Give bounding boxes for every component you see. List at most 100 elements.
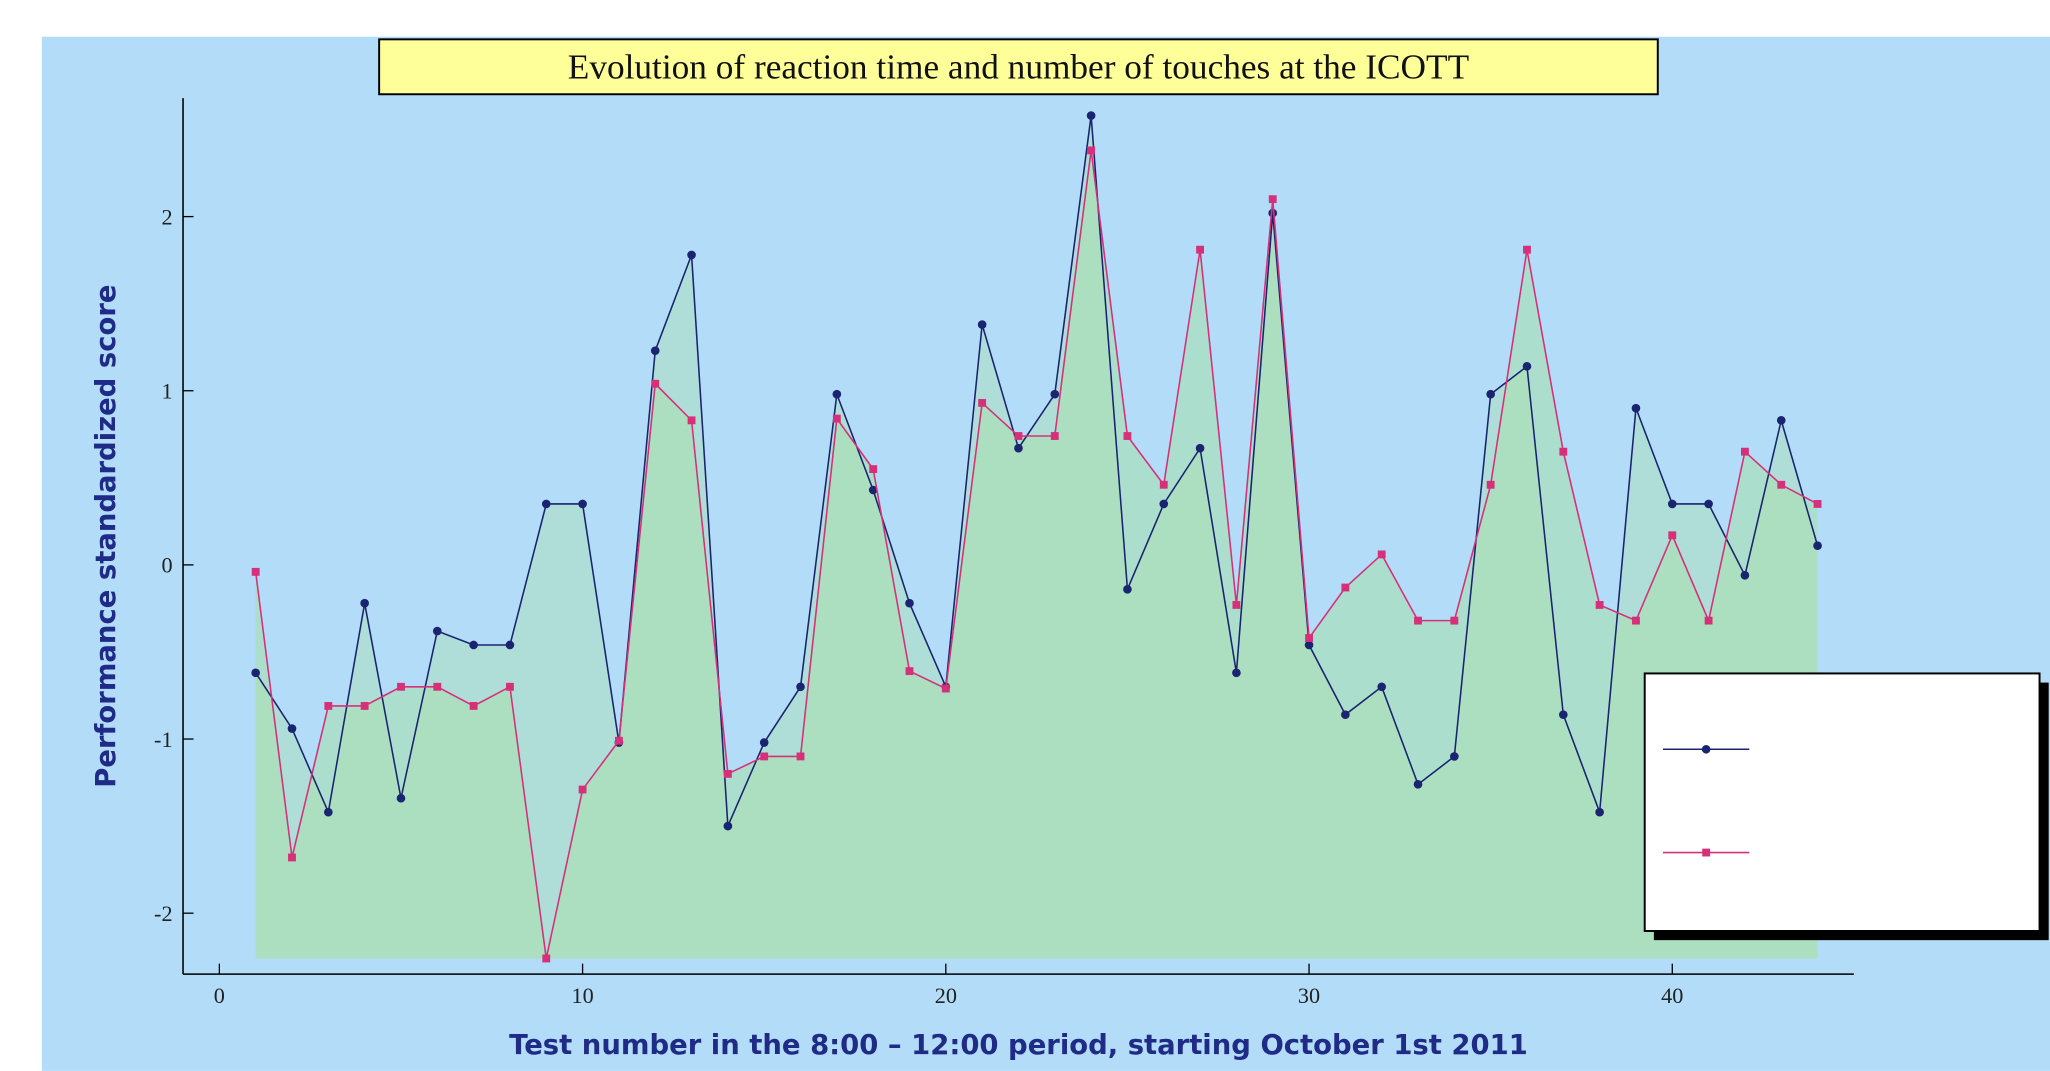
data-point	[1414, 616, 1422, 625]
y-tick-label: -1	[154, 727, 173, 752]
data-point	[1740, 571, 1750, 580]
data-point	[977, 320, 987, 329]
data-point	[1014, 432, 1023, 440]
data-point	[1813, 500, 1822, 508]
data-point	[578, 499, 587, 509]
data-point	[1341, 583, 1350, 592]
data-point	[1123, 432, 1132, 440]
data-point	[1159, 499, 1169, 509]
data-point	[1086, 111, 1096, 120]
data-point	[1595, 601, 1604, 609]
data-point	[505, 640, 515, 650]
data-point	[1087, 146, 1096, 155]
data-point	[541, 499, 551, 509]
data-point	[1050, 432, 1059, 440]
data-point	[1704, 499, 1713, 509]
data-point	[869, 465, 878, 474]
data-point	[1813, 541, 1822, 551]
data-point	[1486, 389, 1495, 399]
data-point	[1777, 480, 1786, 489]
data-point	[978, 399, 987, 407]
title-box	[378, 38, 1659, 96]
data-point	[1014, 443, 1023, 453]
x-tick-label: 0	[214, 983, 225, 1008]
data-point	[1668, 531, 1677, 540]
legend-box	[1643, 672, 2041, 932]
data-point	[687, 250, 696, 260]
data-point	[796, 752, 805, 761]
data-point	[832, 414, 841, 423]
data-point	[1159, 480, 1168, 489]
data-point	[941, 684, 950, 693]
data-point	[650, 346, 660, 356]
data-point	[1559, 447, 1568, 456]
data-point	[687, 416, 696, 425]
data-point	[469, 640, 478, 650]
series-line	[254, 150, 1818, 959]
data-point	[360, 702, 369, 710]
x-tick-label: 30	[1298, 983, 1320, 1008]
data-point	[1486, 480, 1495, 489]
data-point	[1123, 584, 1132, 594]
data-point	[324, 807, 333, 817]
data-point	[1195, 443, 1205, 453]
data-point	[506, 682, 514, 691]
data-point	[324, 702, 333, 710]
data-point	[1632, 616, 1640, 625]
data-point	[288, 853, 296, 862]
data-point	[1305, 634, 1313, 642]
data-point	[542, 954, 551, 963]
legend-marker	[1702, 848, 1711, 857]
data-point	[1631, 403, 1641, 413]
data-point	[796, 682, 805, 692]
x-axis-title: Test number in the 8:00 – 12:00 period, …	[509, 1030, 1528, 1061]
data-point	[1304, 640, 1314, 650]
data-point	[578, 785, 587, 794]
x-tick-label: 10	[571, 983, 593, 1008]
data-point	[1704, 616, 1713, 625]
data-point	[287, 724, 297, 733]
data-point	[1522, 362, 1532, 371]
x-tick-label: 40	[1661, 983, 1683, 1008]
data-point	[397, 682, 405, 691]
data-point	[1268, 195, 1277, 204]
data-point	[469, 702, 478, 710]
series-line	[255, 115, 1819, 827]
data-point	[1377, 682, 1387, 692]
y-tick-label: -2	[154, 901, 173, 926]
data-point	[1740, 447, 1749, 456]
data-point	[396, 793, 406, 803]
data-point	[433, 682, 442, 691]
data-point	[868, 485, 878, 495]
data-point	[651, 379, 660, 388]
legend-label-box	[1765, 726, 2026, 778]
legend	[1663, 726, 2026, 921]
x-tick-label: 20	[935, 983, 957, 1008]
series-fill	[255, 150, 1818, 959]
data-point	[1667, 499, 1677, 509]
data-point	[1523, 245, 1531, 254]
data-point	[251, 668, 260, 678]
data-point	[251, 567, 260, 576]
data-point	[1450, 752, 1459, 761]
data-point	[905, 667, 914, 676]
data-point	[1268, 208, 1278, 218]
data-point	[1450, 616, 1459, 625]
y-axis-title: Performance standardized score	[91, 285, 122, 788]
data-point	[760, 752, 769, 761]
y-tick-label: 2	[161, 204, 172, 229]
data-point	[1232, 601, 1241, 609]
legend-label-box	[1765, 790, 2026, 921]
data-point	[905, 598, 914, 608]
data-point	[614, 736, 623, 745]
data-point	[759, 738, 769, 747]
data-point	[432, 626, 442, 636]
data-point	[1595, 807, 1604, 817]
data-point	[723, 821, 733, 831]
chart-title: Evolution of reaction time and number of…	[568, 48, 1469, 87]
data-point	[1776, 416, 1786, 425]
data-point	[360, 598, 369, 608]
data-point	[1196, 245, 1204, 254]
